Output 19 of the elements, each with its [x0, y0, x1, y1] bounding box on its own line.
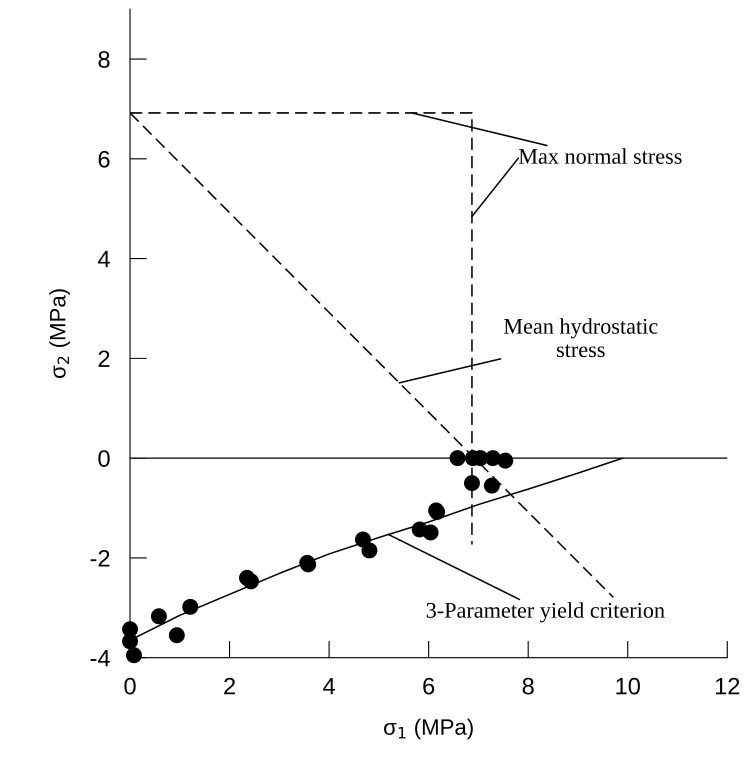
- y-tick-label: 0: [98, 450, 110, 467]
- y-tick-label: 8: [98, 51, 110, 68]
- x-tick-label: 12: [716, 678, 740, 694]
- y-tick-label: -2: [90, 550, 110, 566]
- y-tick-label: -4: [90, 650, 110, 666]
- y-axis-title: σ$_{2}$ (MPa): [49, 289, 70, 378]
- x-tick-label: 4: [323, 678, 335, 694]
- annotation: Max normal stress: [518, 148, 682, 164]
- x-tick-label: 2: [224, 678, 235, 694]
- x-tick-label: 10: [616, 678, 640, 694]
- x-tick-label: 6: [423, 678, 434, 694]
- x-axis-title: σ$_{1}$ (MPa): [384, 718, 473, 740]
- y-tick-label: 4: [98, 250, 110, 268]
- y-tick-label: 2: [98, 350, 110, 367]
- x-tick-label: 8: [522, 678, 534, 694]
- y-tick-label: 6: [98, 150, 110, 168]
- x-tick-label: 0: [124, 678, 136, 694]
- annotation: Mean hydrostatic stress: [504, 318, 658, 358]
- annotation: 3-Parameter yield criterion: [426, 602, 665, 622]
